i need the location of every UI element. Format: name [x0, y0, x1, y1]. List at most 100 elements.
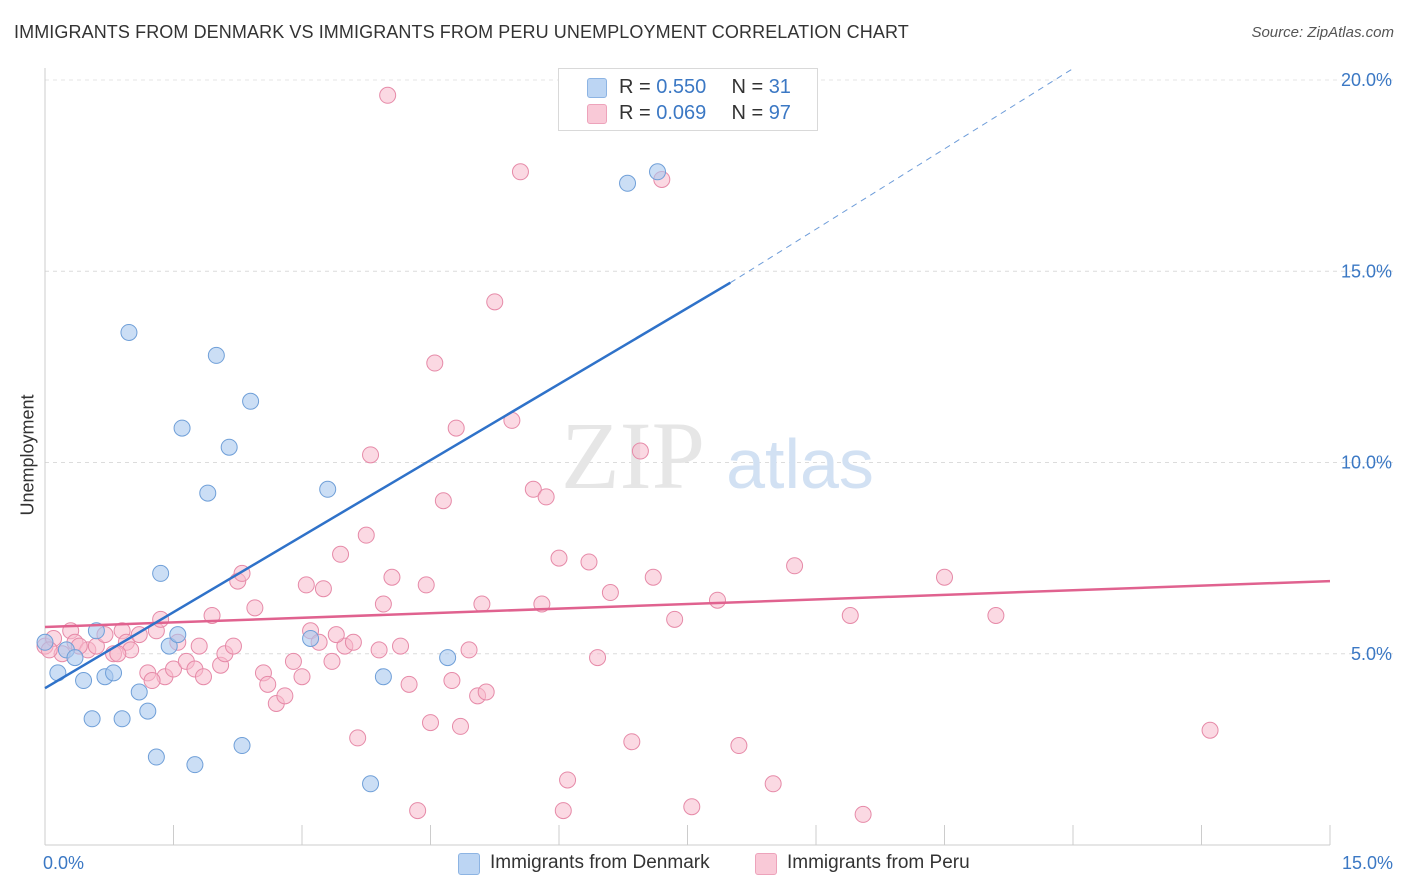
data-point-peru [323, 652, 341, 670]
legend-swatch-denmark [587, 78, 607, 98]
data-point-peru [666, 610, 684, 628]
data-point-denmark [319, 480, 337, 498]
watermark: ZIP atlas [561, 402, 874, 509]
data-point-peru [473, 595, 491, 613]
legend-r-value-denmark: 0.550 [656, 76, 707, 98]
data-point-peru [841, 607, 859, 624]
bottom-legend-label-denmark: Immigrants from Denmark [490, 852, 710, 873]
data-point-peru [511, 163, 529, 181]
data-point-peru [559, 771, 577, 789]
data-point-peru [259, 675, 277, 693]
data-point-denmark [173, 419, 191, 437]
data-point-peru [644, 568, 662, 586]
legend-n-value-denmark: 31 [768, 76, 791, 98]
bottom-legend-swatch-denmark [458, 853, 480, 875]
data-point-peru [297, 576, 315, 594]
y-tick-label: 20.0% [1341, 70, 1392, 90]
source-label: Source: ZipAtlas.com [1251, 24, 1394, 41]
data-point-peru [434, 492, 452, 510]
data-point-peru [554, 802, 572, 820]
y-tick-label: 5.0% [1351, 644, 1392, 664]
x-tick-label: 0.0% [43, 853, 84, 873]
data-point-denmark [374, 668, 392, 686]
data-point-peru [284, 652, 302, 670]
data-point-peru [194, 668, 212, 686]
data-point-denmark [120, 323, 138, 341]
data-point-peru [708, 591, 726, 609]
data-point-peru [357, 526, 375, 544]
data-point-denmark [233, 737, 251, 755]
data-point-denmark [362, 775, 380, 793]
data-point-peru [460, 641, 478, 659]
data-point-denmark [83, 710, 101, 728]
data-point-peru [580, 553, 598, 571]
data-point-peru [392, 637, 410, 655]
stats-legend: R = 0.550 N = 31 R = 0.069 N = 97 [558, 68, 818, 131]
watermark-zip: ZIP [561, 402, 705, 509]
legend-r-label: R = [619, 102, 651, 124]
data-point-peru [786, 557, 804, 575]
data-point-peru [730, 737, 748, 755]
denmark-points [36, 163, 667, 793]
trend-line-denmark [44, 281, 731, 690]
data-point-peru [426, 354, 444, 372]
data-point-peru [631, 442, 649, 460]
data-point-peru [349, 729, 367, 747]
data-point-denmark [220, 438, 238, 456]
data-point-peru [601, 584, 619, 602]
data-point-denmark [619, 174, 637, 192]
data-point-denmark [169, 626, 187, 644]
data-point-denmark [75, 672, 93, 690]
data-point-peru [409, 802, 427, 820]
data-point-peru [400, 675, 418, 693]
data-point-peru [524, 480, 542, 498]
legend-n-label: N = [731, 76, 764, 98]
data-point-peru [332, 545, 350, 563]
data-point-peru [854, 805, 872, 823]
data-point-peru [203, 607, 221, 624]
data-point-peru [383, 568, 401, 586]
data-point-denmark [207, 346, 225, 364]
data-point-peru [477, 683, 495, 701]
data-point-peru [417, 576, 435, 594]
data-point-peru [683, 798, 701, 816]
data-point-peru [936, 568, 953, 586]
y-tick-label: 15.0% [1341, 261, 1392, 281]
data-point-peru [374, 595, 392, 613]
data-point-peru [246, 599, 264, 617]
data-point-denmark [439, 649, 457, 667]
data-point-peru [623, 733, 641, 751]
data-point-denmark [199, 484, 217, 502]
axes [44, 68, 1331, 846]
data-point-peru [537, 488, 555, 506]
data-point-denmark [66, 649, 84, 667]
data-point-denmark [152, 564, 170, 582]
data-point-peru [443, 672, 461, 690]
data-point-peru [379, 86, 397, 104]
legend-r-value-peru: 0.069 [656, 102, 707, 124]
data-point-peru [362, 446, 380, 464]
data-point-peru [190, 637, 208, 655]
chart-title: IMMIGRANTS FROM DENMARK VS IMMIGRANTS FR… [14, 22, 909, 42]
data-point-denmark [649, 163, 667, 181]
data-point-peru [589, 649, 607, 667]
data-point-denmark [105, 664, 123, 682]
data-point-denmark [160, 637, 178, 655]
legend-swatch-peru [587, 104, 607, 124]
x-tick-label: 15.0% [1342, 853, 1393, 873]
data-point-peru [1201, 721, 1219, 739]
data-point-denmark [186, 756, 204, 774]
data-point-peru [987, 607, 1005, 624]
data-point-peru [370, 641, 388, 659]
data-point-denmark [87, 622, 105, 640]
data-point-peru [314, 580, 332, 598]
data-point-denmark [242, 392, 260, 410]
data-point-denmark [36, 633, 54, 651]
legend-n-value-peru: 97 [768, 102, 791, 124]
bottom-legend-label-peru: Immigrants from Peru [787, 852, 970, 873]
data-point-peru [447, 419, 465, 437]
bottom-legend-swatch-peru [755, 853, 777, 875]
data-point-peru [764, 775, 782, 793]
data-point-denmark [113, 710, 131, 728]
